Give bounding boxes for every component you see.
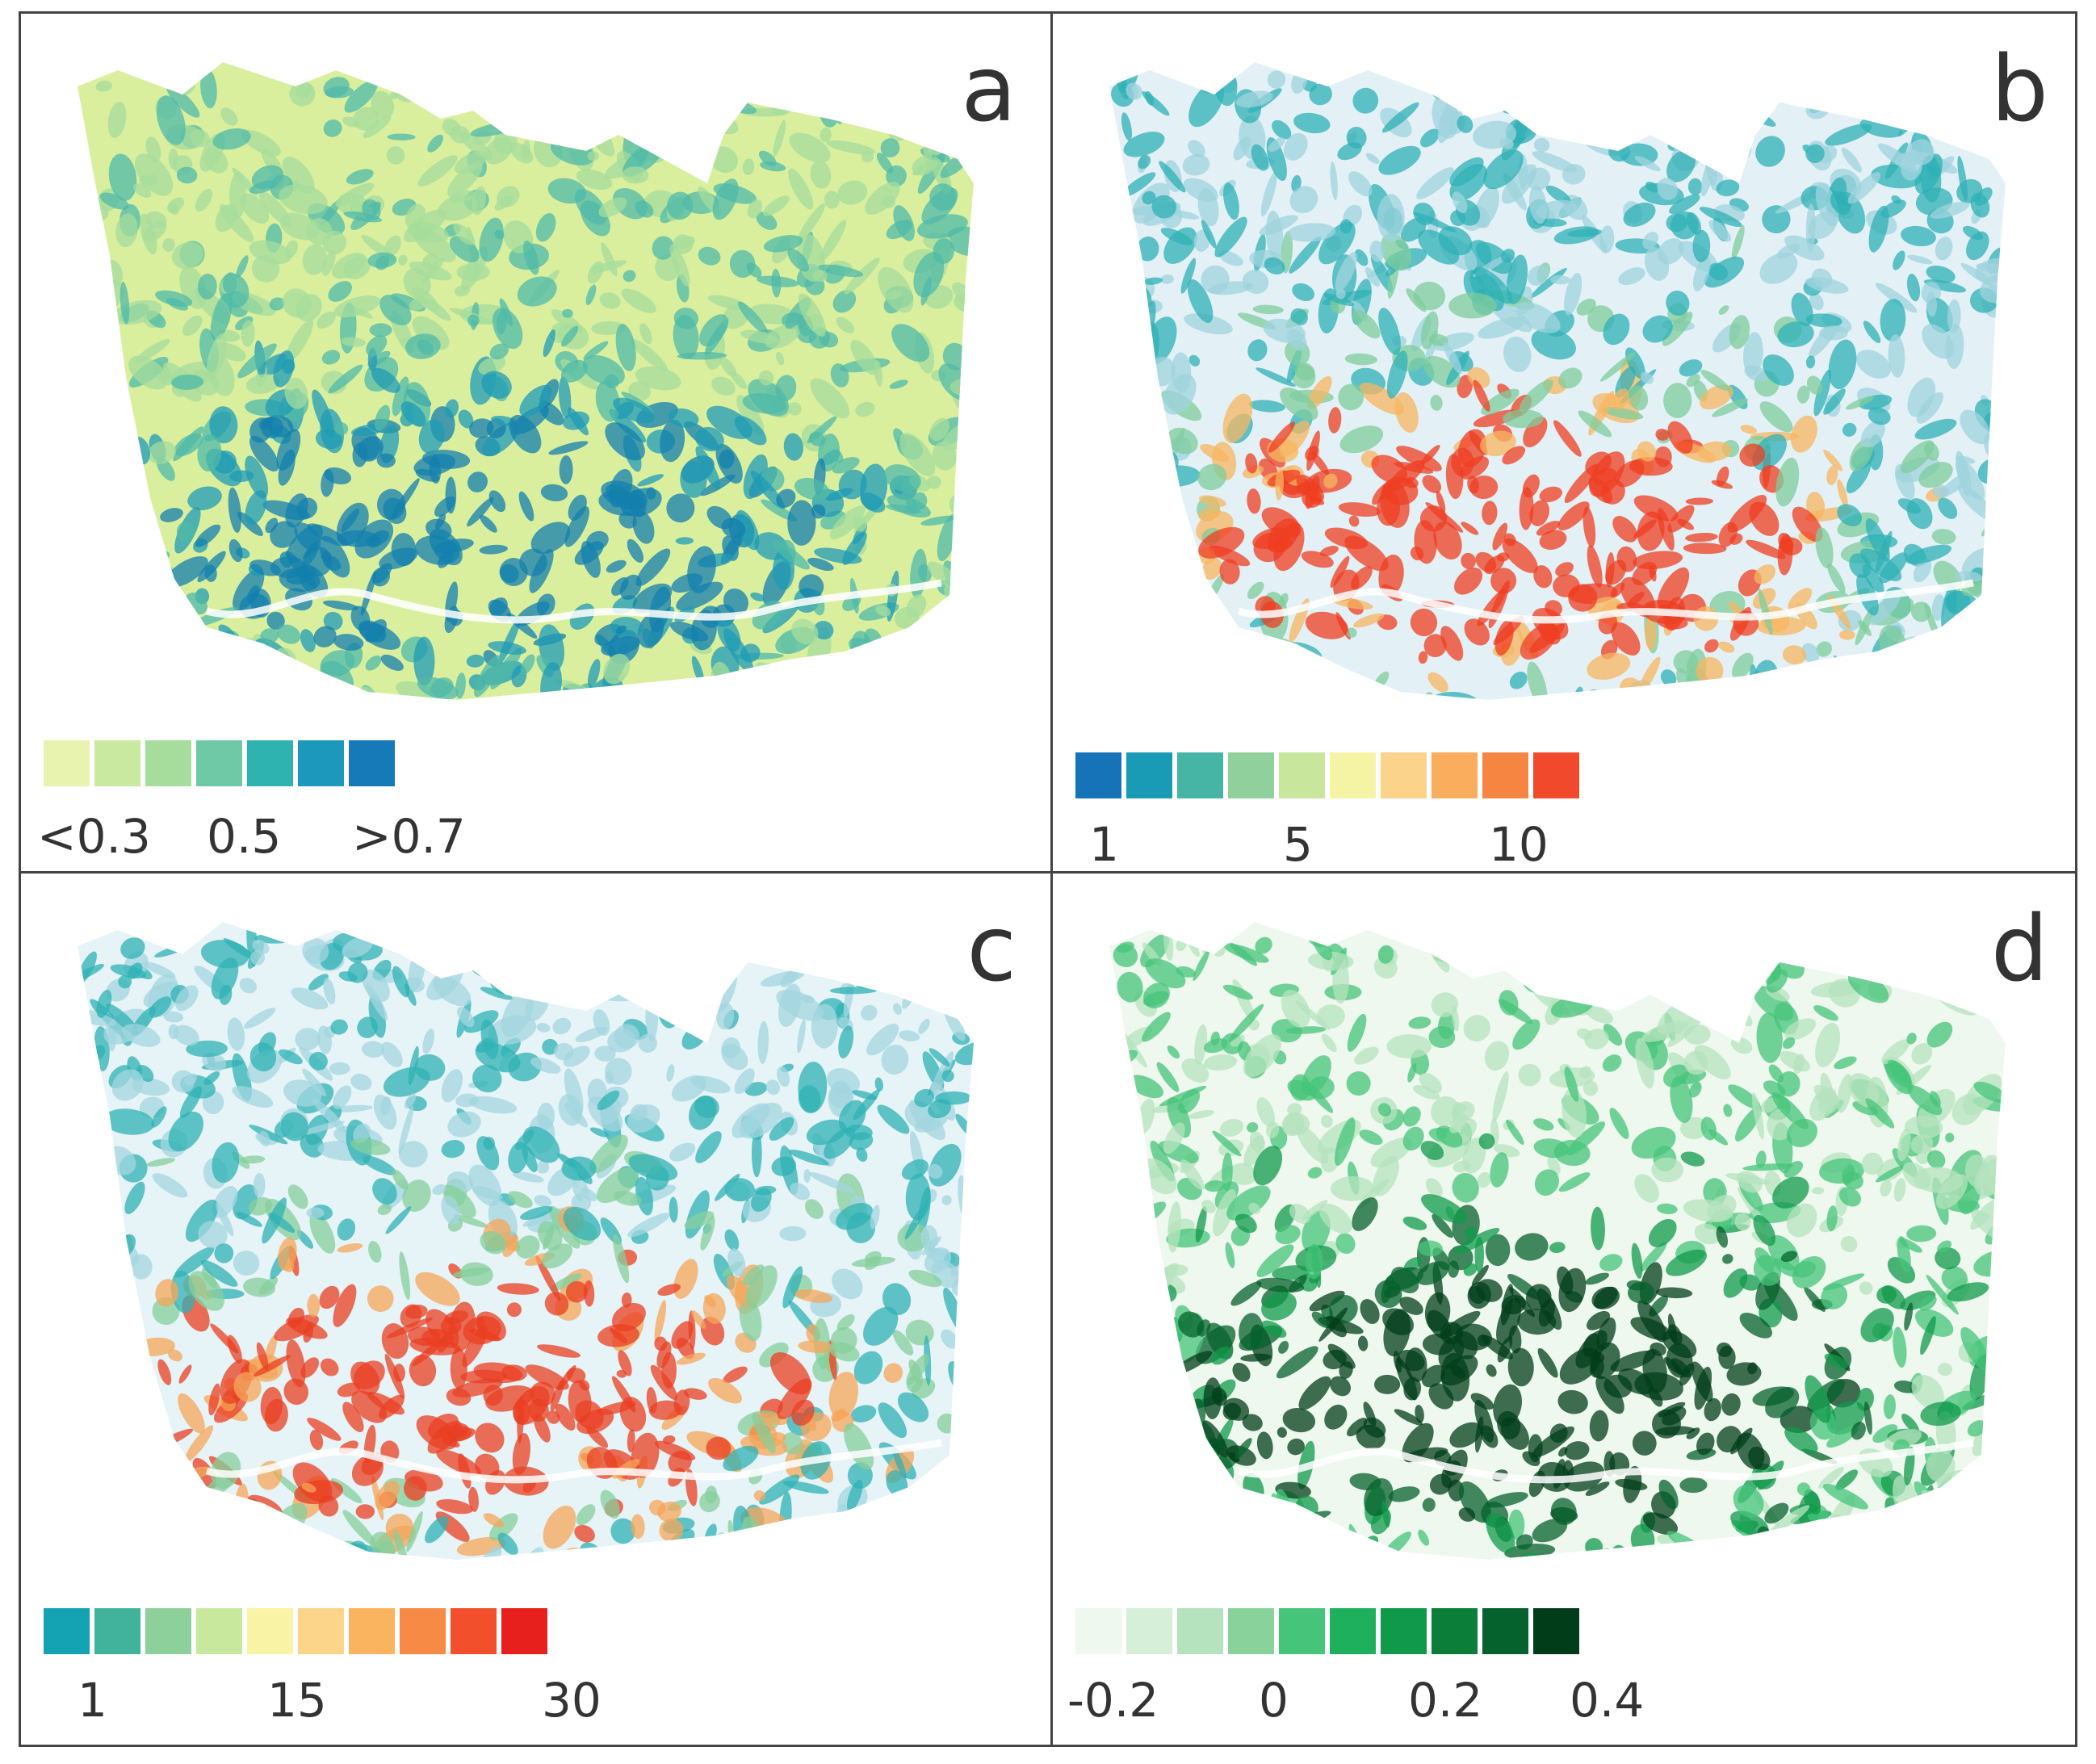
legend-swatch [349,1608,395,1654]
legend-swatch [1228,752,1274,798]
tick-label: <0.3 [37,809,151,864]
legend-swatch [94,740,140,786]
legend-swatch [1533,752,1579,798]
panel-letter: d [1990,897,2048,1002]
tick-label: 30 [542,1673,602,1728]
tick-label: 15 [267,1673,327,1728]
legend-swatch [1432,1608,1478,1654]
panel-letter: b [1990,37,2048,142]
legend-swatch [1279,752,1325,798]
map-a [78,62,974,700]
legend-swatch [298,1608,344,1654]
panel-c: c 1 15 30 [21,874,1047,1728]
tick-label: 0.2 [1408,1673,1483,1728]
panel-letter: c [966,897,1017,1002]
panel-letter: a [961,37,1017,142]
tick-label: 0.5 [207,809,282,864]
legend-swatch [1126,752,1172,798]
legend-b [1075,752,1584,798]
legend-swatch [1381,752,1427,798]
map-d [1109,922,2006,1560]
legend-swatch [1482,1608,1528,1654]
legend-swatch [196,740,242,786]
vertical-divider [1050,14,1053,1745]
legend-swatch [94,1608,140,1654]
legend-swatch [44,1608,90,1654]
legend-swatch [247,1608,293,1654]
legend-swatch [1330,1608,1376,1654]
legend-swatch [145,740,191,786]
legend-swatch [1075,752,1121,798]
legend-swatch [1177,1608,1223,1654]
legend-swatch [1330,752,1376,798]
tick-label: 1 [78,1673,107,1728]
tick-label: 0 [1259,1673,1289,1728]
tick-label: -0.2 [1067,1673,1159,1728]
panel-d: d -0.2 0 0.2 0.4 [1053,874,2079,1728]
legend-swatch [145,1608,191,1654]
legend-c [44,1608,552,1654]
panel-b: b 1 5 10 [1053,14,2079,872]
legend-swatch [44,740,90,786]
legend-swatch [298,740,344,786]
legend-swatch [400,1608,446,1654]
legend-swatch [196,1608,242,1654]
legend-swatch [1279,1608,1325,1654]
legend-swatch [247,740,293,786]
legend-swatch [1177,752,1223,798]
tick-label: 1 [1089,817,1119,872]
panel-a: a <0.3 0.5 >0.7 [21,14,1047,868]
legend-swatch [1533,1608,1579,1654]
map-c [78,922,974,1560]
legend-swatch [1482,752,1528,798]
legend-swatch [1432,752,1478,798]
legend-swatch [1228,1608,1274,1654]
legend-swatch [501,1608,547,1654]
tick-label: >0.7 [352,809,466,864]
map-b [1109,62,2006,700]
legend-swatch [1126,1608,1172,1654]
legend-d [1075,1608,1584,1654]
legend-swatch [451,1608,497,1654]
horizontal-divider [21,871,2075,874]
figure-frame: a <0.3 0.5 >0.7 b 1 5 10 c 1 15 30 d [19,11,2077,1747]
tick-label: 10 [1489,817,1549,872]
legend-swatch [1075,1608,1121,1654]
legend-swatch [1381,1608,1427,1654]
legend-a [44,740,400,786]
tick-label: 5 [1283,817,1313,872]
tick-label: 0.4 [1570,1673,1645,1728]
legend-swatch [349,740,395,786]
